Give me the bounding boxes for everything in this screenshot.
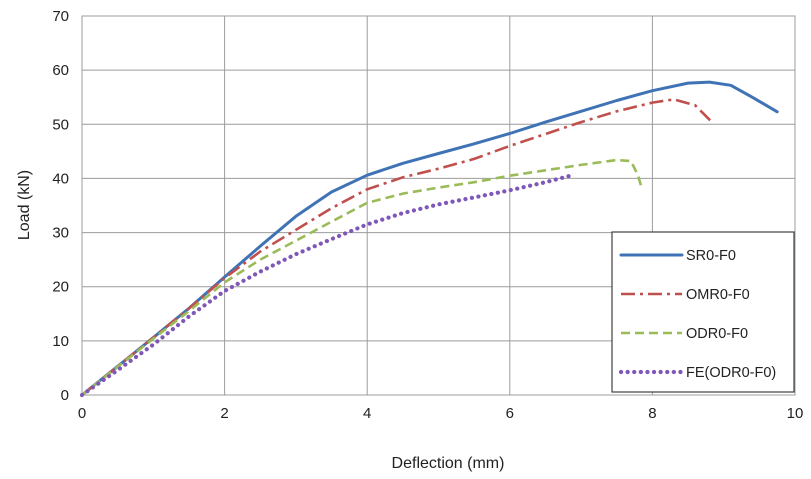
legend-box [611,231,795,393]
x-axis-label: Deflection (mm) [392,455,505,472]
y-tick-label: 30 [52,225,69,242]
legend-items: SR0-F0 OMR0-F0 ODR0-F0 FE(ODR0-F0) [618,248,776,381]
x-axis-ticks: 0 2 4 6 8 10 [78,405,804,422]
y-tick-label: 70 [52,8,69,25]
legend-label-sr0-f0: SR0-F0 [686,248,736,264]
series-line-odr0-f0 [81,158,643,397]
y-tick-label: 20 [52,279,69,296]
y-axis-ticks: 0 10 20 30 40 50 60 70 [52,8,69,404]
x-tick-label: 10 [787,405,804,422]
y-tick-label: 50 [52,116,69,133]
x-tick-label: 8 [648,405,656,422]
y-tick-label: 60 [52,62,69,79]
legend-label-odr0-f0: ODR0-F0 [686,326,748,342]
legend: SR0-F0 OMR0-F0 ODR0-F0 FE(ODR0-F0) [611,231,795,393]
x-tick-label: 2 [220,405,228,422]
x-tick-label: 4 [363,405,371,422]
legend-label-omr0-f0: OMR0-F0 [686,287,750,303]
x-tick-label: 6 [506,405,514,422]
y-tick-label: 0 [61,387,69,404]
y-axis-label: Load (kN) [16,170,33,240]
series-line-omr0-f0 [81,98,714,397]
y-tick-label: 10 [52,333,69,350]
series-lines [79,80,779,398]
x-tick-label: 0 [78,405,86,422]
series-line-sr0-f0 [80,80,779,397]
legend-label-fe-odr0-f0: FE(ODR0-F0) [686,365,776,381]
series-line-fe-odr0-f0 [79,173,573,398]
y-tick-label: 40 [52,170,69,187]
